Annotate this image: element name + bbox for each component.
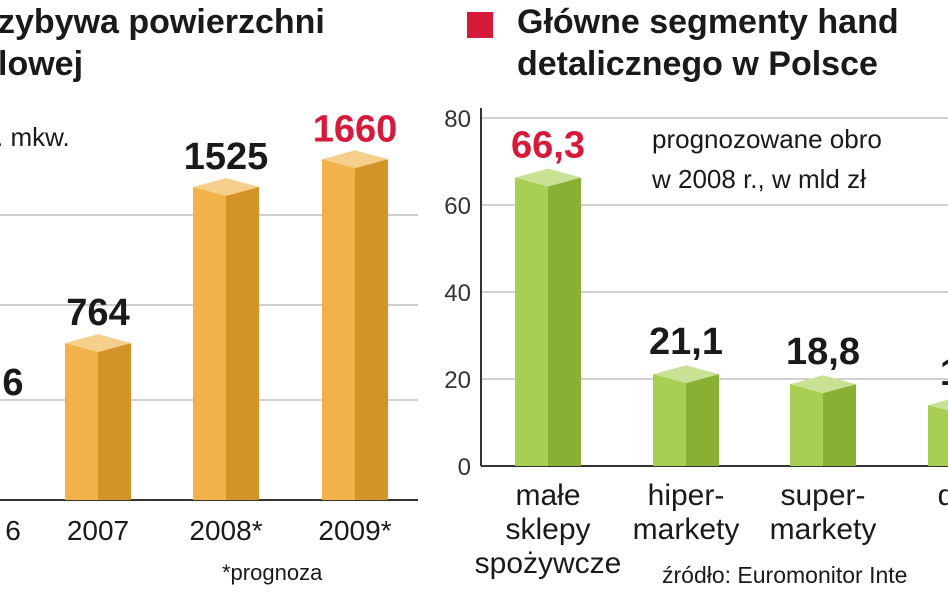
right-bar-3-front-left bbox=[928, 405, 948, 466]
right-chart-subtitle-line2: w 2008 r., w mld zł bbox=[652, 164, 866, 194]
right-y-tick-label: 20 bbox=[444, 367, 471, 394]
left-bar-value-label: 1660 bbox=[313, 108, 398, 150]
right-category-label: spożywcze bbox=[475, 547, 622, 580]
left-bar-1-top bbox=[65, 334, 131, 353]
left-bar-chart: 6 6 764 2007 1525 2008* 1660 2009* bbox=[0, 108, 418, 546]
left-bar-2-front-right bbox=[226, 186, 259, 500]
right-bar-1-front-left bbox=[653, 374, 686, 466]
left-bar-3-front-left bbox=[322, 159, 355, 500]
left-chart-unit-note: . mkw. bbox=[0, 122, 70, 152]
right-chart-title-line1: Główne segmenty hand bbox=[517, 3, 899, 41]
right-bar-2-front-right bbox=[823, 384, 856, 466]
right-bar-0-top bbox=[515, 168, 581, 187]
right-bar-value-label: 18,8 bbox=[786, 331, 860, 373]
left-bar-1-front-right bbox=[98, 343, 131, 500]
left-category-label: 2009* bbox=[318, 515, 391, 546]
right-category-label: hiper- bbox=[648, 479, 725, 512]
left-chart-title-line1: zybywa powierzchni bbox=[0, 3, 325, 41]
chart-source-note: źródło: Euromonitor Inte bbox=[662, 562, 908, 588]
right-bar-0-front-left bbox=[515, 177, 548, 466]
right-category-label: markety bbox=[770, 513, 877, 546]
left-bar-value-label: 1525 bbox=[184, 136, 269, 178]
left-bar-2-front-left bbox=[193, 186, 226, 500]
left-chart-title-line2: lowej bbox=[0, 45, 84, 83]
red-square-icon bbox=[467, 12, 493, 38]
right-bar-2-front-left bbox=[790, 384, 823, 466]
right-y-tick-label: 80 bbox=[444, 106, 471, 133]
right-y-tick-label: 40 bbox=[444, 280, 471, 307]
right-chart-subtitle-line1: prognozowane obro bbox=[652, 124, 882, 154]
left-category-label: 2008* bbox=[189, 515, 262, 546]
right-bar-1-top bbox=[653, 365, 719, 384]
right-bar-value-label: 21,1 bbox=[649, 321, 723, 363]
right-category-label: małe bbox=[515, 479, 580, 512]
left-bar-value-label: 764 bbox=[66, 292, 129, 334]
right-y-tick-label: 60 bbox=[444, 193, 471, 220]
right-bar-2-top bbox=[790, 375, 856, 394]
right-bar-value-label: 14 bbox=[940, 352, 948, 394]
right-bar-1-front-right bbox=[686, 374, 719, 466]
left-bar-3-top bbox=[322, 150, 388, 169]
right-bar-0-front-right bbox=[548, 177, 581, 466]
left-bar-2-top bbox=[193, 177, 259, 196]
left-bar-1-front-left bbox=[65, 343, 98, 500]
left-bar-3-front-right bbox=[355, 159, 388, 500]
right-category-label: dys bbox=[938, 479, 948, 512]
right-category-label: sklepy bbox=[505, 513, 590, 546]
left-bar-value-label: 6 bbox=[2, 362, 23, 404]
left-category-label: 6 bbox=[5, 515, 21, 546]
right-y-tick-label: 0 bbox=[458, 454, 471, 481]
right-bar-3-top bbox=[928, 399, 948, 411]
left-chart-footnote: *prognoza bbox=[222, 560, 323, 585]
right-chart-title-line2: detalicznego w Polsce bbox=[517, 45, 878, 83]
right-bar-value-label: 66,3 bbox=[511, 125, 585, 167]
left-category-label: 2007 bbox=[67, 515, 129, 546]
right-category-label: markety bbox=[633, 513, 740, 546]
right-category-label: super- bbox=[780, 479, 865, 512]
